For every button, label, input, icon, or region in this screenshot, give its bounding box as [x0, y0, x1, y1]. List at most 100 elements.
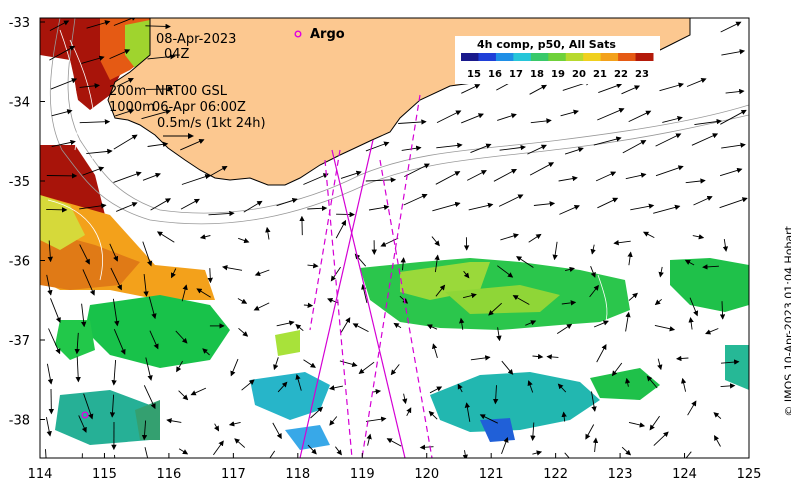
- current-vector: [559, 205, 580, 215]
- current-vector: [295, 374, 302, 391]
- current-vector: [431, 343, 438, 359]
- current-vector: [253, 302, 270, 311]
- current-vector: [141, 420, 148, 441]
- current-vector: [143, 385, 156, 410]
- current-vector: [237, 298, 248, 304]
- current-vector: [78, 415, 87, 433]
- current-vector: [113, 329, 126, 355]
- current-vector: [269, 450, 276, 458]
- current-vector: [464, 402, 471, 422]
- current-vector: [145, 86, 174, 92]
- colorbar-swatch: [548, 53, 567, 61]
- date-label: 08-Apr-2023: [156, 32, 236, 47]
- current-vector: [273, 357, 279, 371]
- x-tick-label: 122: [543, 467, 568, 482]
- current-vector: [406, 407, 412, 417]
- current-vector: [307, 444, 317, 455]
- current-vector: [51, 109, 73, 117]
- current-vector: [500, 233, 519, 241]
- current-vector: [199, 234, 211, 240]
- current-vector: [46, 363, 54, 385]
- current-vector: [532, 353, 544, 360]
- current-vector: [461, 84, 481, 94]
- current-vector: [428, 410, 438, 420]
- current-vector: [110, 267, 122, 291]
- current-vector: [686, 78, 707, 87]
- colorbar-tick-label: 19: [551, 69, 565, 80]
- current-vector: [303, 302, 314, 309]
- current-vector: [552, 241, 558, 261]
- current-vector: [501, 436, 509, 455]
- current-vector: [46, 274, 53, 296]
- current-vector: [429, 386, 443, 394]
- colorbar-tick-label: 21: [593, 69, 607, 80]
- current-vector: [329, 416, 338, 426]
- current-vector: [611, 362, 623, 377]
- colorbar-swatch: [495, 53, 514, 61]
- y-tick-label: -35: [9, 175, 30, 190]
- y-tick-label: -36: [9, 255, 30, 270]
- current-vector: [46, 207, 68, 213]
- current-vector: [386, 438, 402, 447]
- current-vector: [590, 244, 596, 255]
- current-vector: [720, 109, 747, 125]
- current-vector: [399, 295, 409, 304]
- plot-frame: [39, 17, 750, 459]
- current-vector: [109, 394, 116, 418]
- current-vector: [45, 417, 52, 437]
- current-vector: [307, 205, 328, 212]
- current-vector: [75, 356, 81, 383]
- current-vector: [82, 166, 105, 176]
- current-vector: [721, 49, 746, 56]
- current-vector: [272, 422, 282, 440]
- current-vector: [147, 141, 169, 148]
- current-vector: [479, 414, 498, 424]
- current-vector: [265, 226, 271, 240]
- current-vector: [649, 415, 660, 431]
- current-vector: [722, 239, 729, 252]
- current-vector: [113, 134, 138, 150]
- current-vector: [190, 387, 207, 396]
- colorbar-swatch: [461, 53, 479, 61]
- current-vector: [593, 136, 622, 146]
- current-vector: [81, 303, 87, 328]
- current-vector: [680, 377, 687, 392]
- current-vector: [499, 144, 526, 151]
- current-vector: [691, 133, 719, 146]
- current-vector: [589, 284, 599, 298]
- x-tick-label: 121: [479, 467, 504, 482]
- current-vector: [459, 317, 465, 330]
- current-vector: [560, 109, 579, 117]
- current-vector: [658, 266, 664, 278]
- current-vector: [597, 107, 625, 121]
- colorbar-tick-label: 15: [467, 69, 481, 80]
- current-vector: [113, 171, 142, 183]
- current-vector: [657, 358, 663, 371]
- current-vector: [646, 375, 658, 389]
- colorbar-tick-label: 16: [488, 69, 502, 80]
- current-vector: [457, 383, 463, 393]
- current-vector: [145, 23, 171, 30]
- hour-label: 04Z: [164, 47, 190, 62]
- current-vector: [653, 431, 669, 446]
- current-vector: [329, 385, 343, 391]
- colorbar-swatch: [530, 53, 549, 61]
- current-vector: [630, 203, 655, 211]
- current-vector: [702, 264, 719, 270]
- current-vector: [180, 139, 205, 151]
- current-vector: [561, 411, 567, 422]
- current-vector: [241, 379, 255, 391]
- x-tick-label: 125: [737, 467, 762, 482]
- current-vector: [462, 292, 477, 299]
- current-vector: [654, 298, 662, 306]
- current-vector: [404, 163, 430, 178]
- colorbar: [461, 53, 654, 61]
- current-vector: [655, 133, 682, 147]
- contour-200-label: 200m: [109, 84, 146, 99]
- colorbar-tick-label: 23: [635, 69, 649, 80]
- colorbar-swatch: [618, 53, 637, 61]
- current-vector: [361, 284, 368, 304]
- current-vector: [468, 202, 494, 211]
- bathymetry-contours: [49, 18, 749, 225]
- current-vector: [625, 311, 631, 332]
